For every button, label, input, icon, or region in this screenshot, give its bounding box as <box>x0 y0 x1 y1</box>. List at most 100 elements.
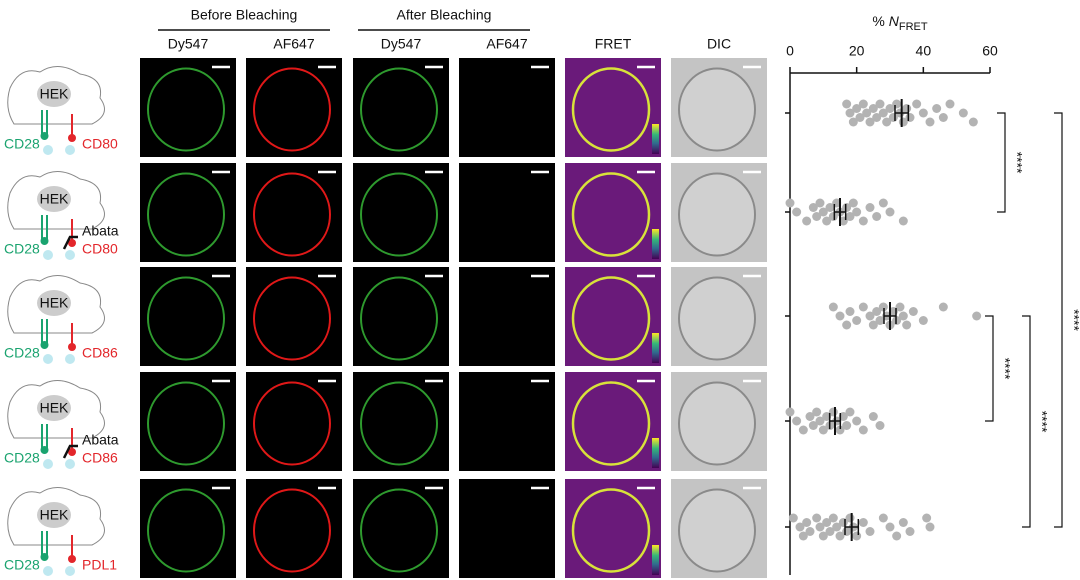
micrograph <box>246 163 342 262</box>
data-point <box>925 522 935 532</box>
receptor-icon <box>43 459 53 469</box>
x-tick-label: 0 <box>786 43 794 59</box>
data-point <box>878 108 888 118</box>
micrograph <box>459 479 555 578</box>
blocker-label: Abata <box>82 223 119 239</box>
micrograph <box>353 267 449 366</box>
data-point <box>865 527 875 536</box>
cell-ring <box>571 172 651 257</box>
cell-ring <box>678 276 756 361</box>
data-point <box>868 412 878 421</box>
colorbar <box>652 333 659 363</box>
data-point <box>872 113 882 122</box>
data-point <box>835 425 845 435</box>
data-point <box>905 527 915 536</box>
receptor-icon <box>43 145 53 155</box>
cell-ring <box>253 172 331 257</box>
data-point <box>808 421 818 430</box>
data-point <box>878 198 888 208</box>
significance-label: **** <box>1009 152 1025 174</box>
cell-ring <box>571 276 651 361</box>
column-label: FRET <box>595 36 632 52</box>
ligand-label: PDL1 <box>82 557 117 573</box>
x-tick-label: 60 <box>982 43 998 59</box>
data-point <box>828 513 838 523</box>
data-point <box>785 198 795 208</box>
significance-bracket <box>1054 112 1063 528</box>
cell-ring <box>147 488 225 573</box>
data-point <box>868 104 878 113</box>
data-point <box>862 108 872 118</box>
cell-ring <box>147 381 225 466</box>
cell-label: HEK <box>40 507 69 523</box>
receptor-label: CD28 <box>4 345 40 361</box>
data-point <box>815 416 825 426</box>
cell-ring <box>360 276 438 361</box>
data-point <box>845 108 855 118</box>
micrograph <box>459 372 555 471</box>
data-point <box>788 513 798 523</box>
data-point <box>845 513 855 523</box>
data-point <box>818 531 828 541</box>
significance-bracket <box>1022 315 1031 528</box>
data-point <box>848 117 858 127</box>
data-point <box>842 99 852 109</box>
cell-ring <box>571 488 651 573</box>
cell-label: HEK <box>40 191 69 207</box>
cell-ring <box>360 172 438 257</box>
receptor-label: CD28 <box>4 557 40 573</box>
data-point <box>868 320 878 330</box>
data-point <box>875 421 885 430</box>
nucleus <box>37 186 71 212</box>
ligand-icon <box>68 555 76 563</box>
data-point <box>792 416 802 426</box>
cell-ring <box>147 276 225 361</box>
data-point <box>892 99 902 109</box>
receptor-icon <box>43 566 53 576</box>
column-label: DIC <box>707 36 731 52</box>
data-point <box>798 425 808 435</box>
nucleus <box>37 81 71 107</box>
receptor-icon <box>43 354 53 364</box>
cell-ring <box>678 488 756 573</box>
data-point <box>905 113 915 122</box>
micrograph <box>140 163 236 262</box>
data-point <box>812 513 822 523</box>
receptor-label: CD28 <box>4 136 40 152</box>
cell-ring <box>147 172 225 257</box>
data-point <box>895 302 905 312</box>
data-point <box>812 212 822 221</box>
significance-bracket <box>985 315 994 422</box>
micrograph <box>246 372 342 471</box>
data-point <box>798 531 808 541</box>
micrograph <box>140 267 236 366</box>
significance-label: **** <box>1034 411 1050 433</box>
micrograph <box>459 267 555 366</box>
data-point <box>802 518 812 527</box>
cell-ring <box>147 67 225 152</box>
data-point <box>852 316 862 325</box>
data-point <box>885 104 895 113</box>
data-point <box>825 203 835 212</box>
ligand-icon <box>68 134 76 142</box>
column-label: Dy547 <box>381 36 422 52</box>
data-point <box>835 311 845 321</box>
data-point <box>892 531 902 541</box>
data-point <box>908 307 918 316</box>
micrograph <box>565 163 661 262</box>
data-point <box>805 527 815 536</box>
micrograph <box>353 58 449 157</box>
data-point <box>932 104 942 113</box>
cell-ring <box>571 381 651 466</box>
micrograph <box>353 372 449 471</box>
cell-label: HEK <box>40 400 69 416</box>
data-point <box>855 113 865 122</box>
data-point <box>845 212 855 221</box>
ligand-icon <box>65 145 75 155</box>
x-tick-label: 20 <box>849 43 865 59</box>
data-point <box>858 216 868 226</box>
nucleus <box>37 502 71 528</box>
micrograph <box>246 58 342 157</box>
column-label: AF647 <box>273 36 314 52</box>
data-point <box>968 117 978 127</box>
